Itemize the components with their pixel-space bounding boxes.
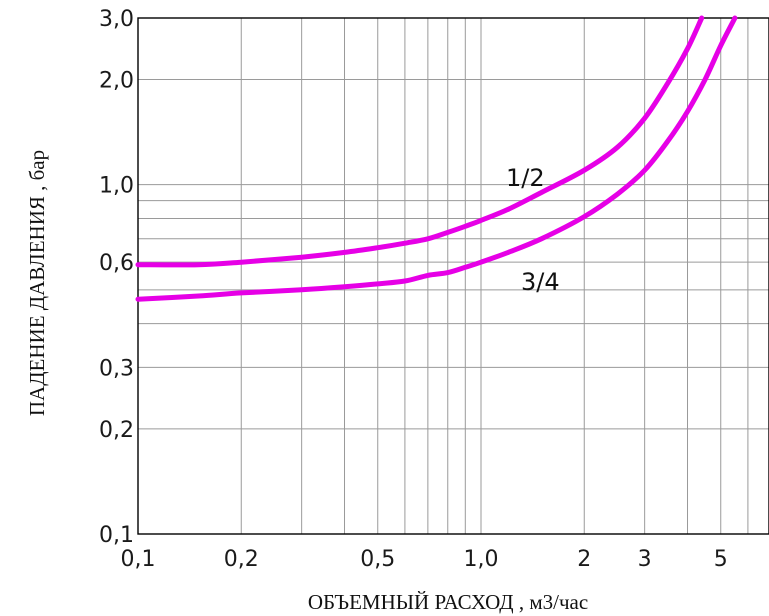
x-tick-label: 1,0 [464, 547, 499, 572]
x-tick-label: 3 [638, 547, 652, 572]
series-label-1-2: 1/2 [506, 164, 545, 192]
series-line-3-4 [135, 15, 738, 302]
series-label-3-4: 3/4 [521, 268, 560, 296]
plot-frame [137, 17, 769, 535]
x-tick-label: 0,1 [121, 547, 156, 572]
x-tick-label: 0,5 [360, 547, 395, 572]
tick-labels: 0,1 0,2 0,5 1,0 2 3 5 0,1 0,2 0,3 0,6 1,0 2,0 3,0 [99, 7, 728, 572]
y-tick-label: 0,2 [99, 418, 134, 443]
x-tick-label: 2 [577, 547, 591, 572]
y-tick-label: 0,3 [99, 356, 134, 381]
y-tick-label: 0,1 [99, 523, 134, 548]
x-tick-label: 5 [714, 547, 728, 572]
y-tick-label: 0,6 [99, 251, 134, 276]
series-curves [135, 15, 738, 302]
y-tick-label: 1,0 [99, 174, 134, 199]
y-tick-label: 2,0 [99, 69, 134, 94]
y-tick-label: 3,0 [99, 7, 134, 32]
x-axis-title: ОБЪЕМНЫЙ РАСХОД , м3/час [308, 590, 588, 614]
x-tick-label: 0,2 [224, 547, 259, 572]
series-line-1-2 [135, 15, 705, 268]
y-axis-title: ПАДЕНИЕ ДАВЛЕНИЯ , бар [25, 150, 49, 416]
grid-lines [138, 18, 769, 534]
